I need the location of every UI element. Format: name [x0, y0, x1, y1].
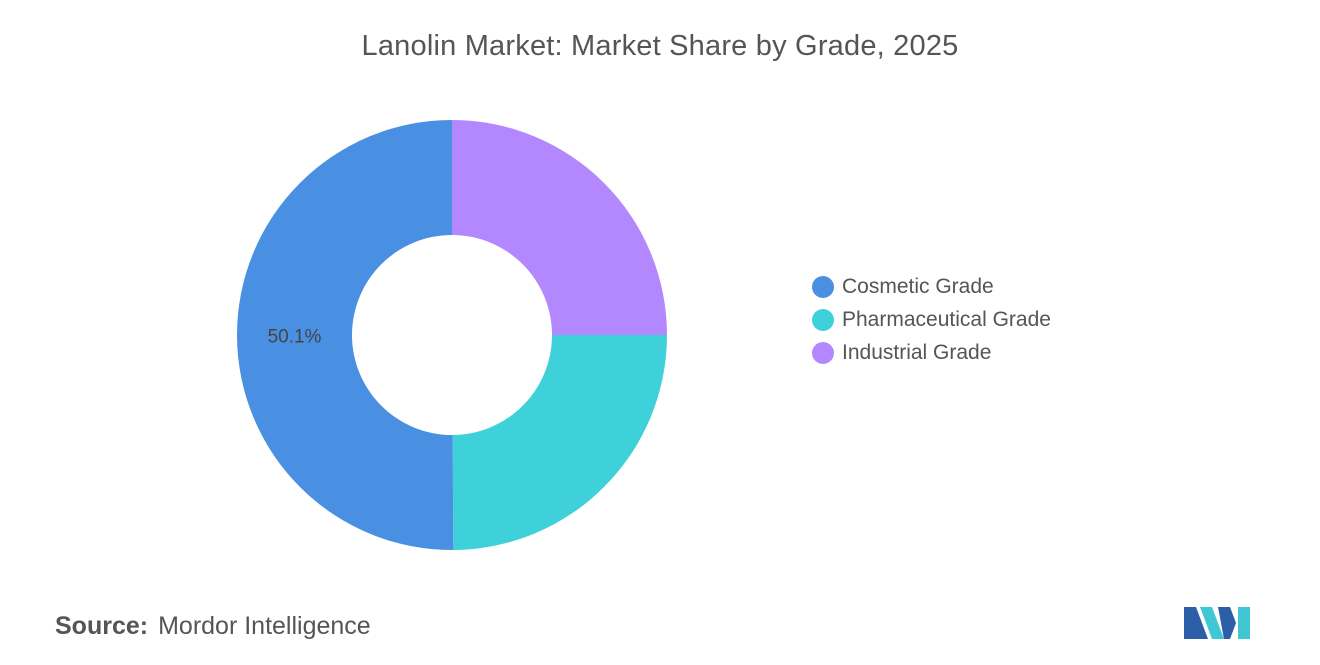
legend-item: Pharmaceutical Grade: [812, 303, 1051, 336]
logo-shape-right-a: [1218, 607, 1236, 639]
chart-title: Lanolin Market: Market Share by Grade, 2…: [361, 30, 959, 62]
legend-label: Industrial Grade: [842, 340, 992, 364]
logo-shape-mid: [1200, 607, 1224, 639]
logo-shape-left: [1184, 607, 1208, 639]
legend-swatch: [812, 275, 834, 298]
data-label-cosmetic-grade: 50.1%: [268, 326, 322, 347]
mordor-intelligence-logo-icon: [1184, 607, 1250, 639]
donut-slice-cosmetic-grade: [236, 119, 454, 551]
source-value: Mordor Intelligence: [158, 612, 371, 640]
legend-label: Pharmaceutical Grade: [842, 307, 1051, 331]
legend-label: Cosmetic Grade: [842, 274, 994, 298]
chart-legend: Cosmetic Grade Pharmaceutical Grade Indust…: [812, 270, 1051, 369]
legend-swatch: [812, 308, 834, 331]
legend-swatch: [812, 341, 834, 364]
source-note: Source: Mordor Intelligence: [55, 612, 371, 641]
donut-slice-pharmaceutical-grade: [452, 335, 667, 550]
legend-item: Cosmetic Grade: [812, 270, 1051, 303]
donut-slice-industrial-grade: [452, 120, 667, 335]
logo-shape-right-b: [1238, 607, 1250, 639]
legend-item: Industrial Grade: [812, 336, 1051, 369]
source-label: Source:: [55, 612, 149, 640]
